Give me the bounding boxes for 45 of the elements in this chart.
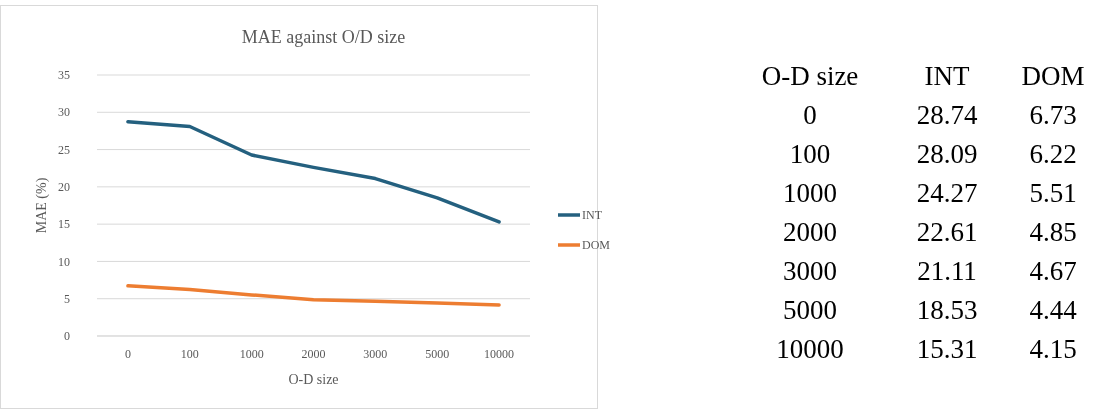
category-label: 100 <box>789 139 831 169</box>
y-tick-label: 25 <box>58 142 70 157</box>
y-axis-title: MAE (%) <box>34 177 50 234</box>
data-label: 18.53 <box>916 295 978 325</box>
y-tick-label: 0 <box>64 329 70 344</box>
data-label: 21.11 <box>917 256 977 286</box>
data-label: 4.85 <box>1029 217 1077 247</box>
data-label: 6.73 <box>1029 100 1077 130</box>
y-tick-label: 35 <box>58 68 70 83</box>
data-label: 4.15 <box>1029 334 1077 364</box>
x-tick-label: 0 <box>124 347 131 361</box>
data-label: 15.31 <box>916 334 978 364</box>
category-label: 1000 <box>783 178 837 208</box>
text: INT <box>924 61 970 91</box>
text: O-D size <box>761 61 859 91</box>
x-tick-label: 5000 <box>425 347 450 361</box>
y-tick-label: 5 <box>64 291 70 306</box>
y-tick-label: 15 <box>58 217 70 232</box>
x-tick-label: 2000 <box>301 347 326 361</box>
x-tick-label: 3000 <box>363 347 388 361</box>
data-label: 6.22 <box>1029 139 1077 169</box>
x-tick-label: 1000 <box>239 347 264 361</box>
legend-label: INT <box>582 208 603 223</box>
category-label: 0 <box>803 100 817 130</box>
data-label: 22.61 <box>916 217 978 247</box>
y-tick-label: 20 <box>58 180 70 195</box>
y-tick-label: 10 <box>58 254 70 269</box>
x-tick-label: 10000 <box>484 347 515 361</box>
x-axis-title: O-D size <box>288 372 339 387</box>
data-label: 28.74 <box>916 100 978 130</box>
category-label: 5000 <box>783 295 837 325</box>
data-label: 5.51 <box>1029 178 1077 208</box>
y-tick-label: 30 <box>58 105 70 120</box>
text: DOM <box>1021 61 1085 91</box>
chart-title: MAE against O/D size <box>241 27 406 47</box>
category-label: 2000 <box>783 217 837 247</box>
line-series <box>126 119 501 224</box>
data-label: 28.09 <box>916 139 978 169</box>
data-label: 4.44 <box>1029 295 1078 325</box>
legend-label: DOM <box>582 238 611 253</box>
data-label: 24.27 <box>916 178 978 208</box>
data-label: 4.67 <box>1029 256 1077 286</box>
x-tick-label: 100 <box>180 347 199 361</box>
category-label: 3000 <box>783 256 837 286</box>
line-series <box>126 284 501 307</box>
